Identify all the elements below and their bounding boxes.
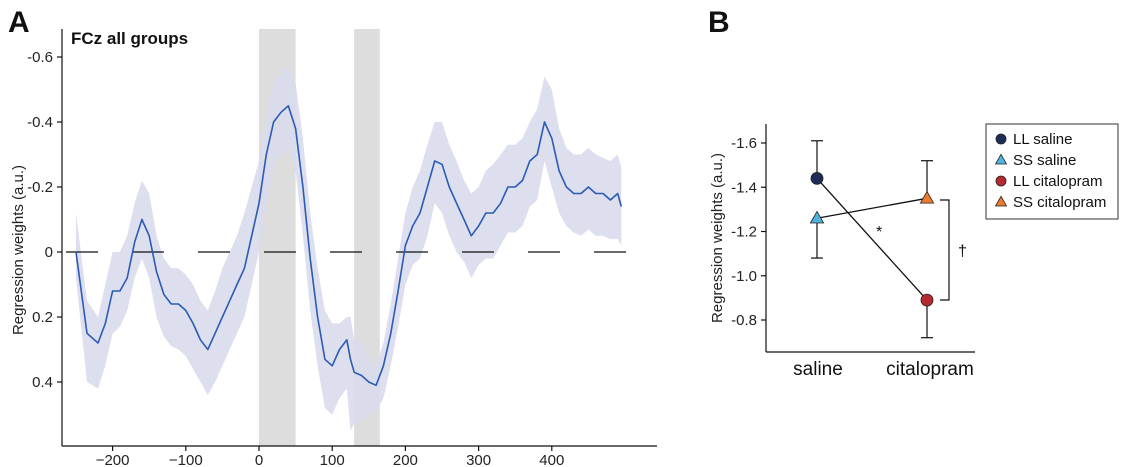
legend-label-ll-citalopram: LL citalopram (1013, 173, 1103, 190)
marker-ll-citalopram (920, 293, 934, 307)
y-tick-label: 0.4 (32, 374, 53, 391)
y-tick-label: -0.6 (27, 49, 53, 66)
marker-ss-saline (809, 210, 825, 224)
marker-ll-saline (810, 171, 824, 185)
x-tick-label: −200 (96, 452, 130, 467)
x-axis-ticks: −200 −100 0 100 200 300 400 (96, 446, 564, 467)
panel-a-letter: A (8, 6, 30, 39)
legend-marker-ll-saline (995, 133, 1007, 145)
between-group-significance-mark: † (958, 243, 967, 260)
x-tick-label: 300 (466, 452, 491, 467)
y-tick-label: 0.2 (32, 309, 53, 326)
x-tick-label: 200 (393, 452, 418, 467)
b-y-tick-label: -1.2 (731, 224, 757, 241)
connector-line-1 (816, 177, 928, 301)
panel-a-line-chart: -0.6 -0.4 -0.2 0 0.2 0.4 −200 −100 0 100 200 300 40… (10, 29, 657, 467)
x-tick-label: 400 (539, 452, 564, 467)
within-group-significance-mark: * (876, 224, 882, 241)
x-tick-label: 0 (255, 452, 263, 467)
x-tick-label: −100 (169, 452, 203, 467)
x-tick-label: 100 (320, 452, 345, 467)
b-y-tick-label: -1.4 (731, 179, 757, 196)
significance-bracket (940, 199, 950, 301)
legend-label-ss-citalopram: SS citalopram (1013, 194, 1106, 211)
marker-ss-citalopram (919, 190, 935, 204)
regression-weight-line (75, 105, 623, 387)
legend-label-ll-saline: LL saline (1013, 131, 1073, 148)
legend-label-ss-saline: SS saline (1013, 152, 1076, 169)
category-label-saline: saline (793, 359, 843, 380)
b-y-tick-label: -1.6 (731, 135, 757, 152)
legend-box (985, 123, 1119, 220)
b-y-tick-label: -1.0 (731, 268, 757, 285)
b-y-axis-title: Regression weights (a.u.) (709, 153, 726, 323)
category-label-citalopram: citalopram (886, 359, 974, 380)
y-tick-label: -0.2 (27, 179, 53, 196)
y-axis-title: Regression weights (a.u.) (10, 165, 27, 335)
y-axis-ticks: -0.6 -0.4 -0.2 0 0.2 0.4 (27, 49, 62, 391)
b-y-axis-ticks: -1.6 -1.4 -1.2 -1.0 -0.8 (731, 135, 766, 329)
chart-title: FCz all groups (71, 29, 188, 48)
y-tick-label: -0.4 (27, 114, 53, 131)
confidence-band (76, 66, 622, 431)
legend: LL saline SS saline LL citalopram SS citalo… (985, 123, 1119, 220)
b-y-tick-label: -0.8 (731, 312, 757, 329)
legend-marker-ll-citalopram (995, 175, 1007, 187)
panel-b-letter: B (708, 6, 730, 39)
connector-line-2 (816, 197, 928, 219)
panel-b-point-chart: -1.6 -1.4 -1.2 -1.0 -0.8 Regression weights … (709, 124, 975, 380)
y-tick-label: 0 (45, 244, 53, 261)
legend-marker-ss-citalopram (994, 195, 1008, 207)
b-data-marks (809, 140, 935, 339)
legend-marker-ss-saline (994, 153, 1008, 165)
